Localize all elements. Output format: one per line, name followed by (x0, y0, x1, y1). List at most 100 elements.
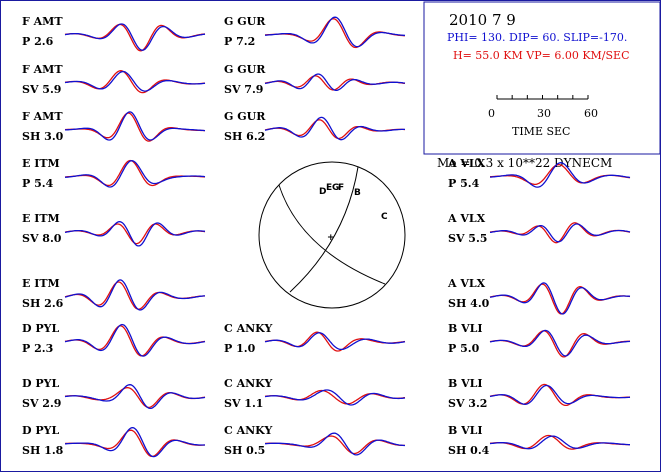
station-code: B VLI (448, 424, 483, 437)
beach-label-g: G (332, 183, 339, 193)
phase-amplitude: SV 2.9 (22, 397, 61, 410)
moment-prefix: Mo = (437, 156, 474, 170)
phase-amplitude: SH 0.5 (224, 444, 265, 457)
station-panel: B VLI P 5.0 (448, 322, 631, 358)
station-panel: F AMT P 2.6 (22, 15, 206, 52)
phase-amplitude: SH 2.6 (22, 297, 64, 310)
observed-trace (489, 329, 631, 357)
phase-amplitude: SV 7.9 (224, 83, 263, 96)
phase-amplitude: SV 1.1 (224, 397, 263, 410)
synthetic-trace (265, 435, 405, 455)
focal-sphere (258, 161, 406, 309)
station-panel: B VLI SH 0.4 (448, 424, 630, 457)
phase-amplitude: P 1.0 (224, 342, 256, 355)
station-code: E ITM (22, 277, 60, 290)
synthetic-trace (64, 325, 206, 357)
station-code: C ANKY (224, 424, 272, 437)
station-panel: D PYL P 2.3 (22, 322, 206, 357)
observed-trace (264, 116, 405, 141)
observed-trace (65, 111, 206, 141)
time-tick-30: 30 (537, 107, 551, 120)
synthetic-trace (489, 434, 630, 450)
observed-trace (64, 323, 206, 357)
phase-amplitude: P 5.4 (22, 177, 54, 190)
station-panel: F AMT SV 5.9 (22, 63, 206, 96)
synthetic-trace (64, 387, 206, 409)
station-panel: D PYL SH 1.8 (22, 424, 205, 458)
station-panel: G GUR P 7.2 (224, 15, 406, 49)
observed-trace (265, 432, 405, 456)
beach-label-e: E (326, 183, 332, 193)
phase-amplitude: P 5.4 (448, 177, 480, 190)
observed-trace (489, 435, 630, 450)
observed-trace (64, 23, 206, 51)
station-panel: E ITM P 5.4 (22, 157, 206, 190)
observed-trace (64, 70, 206, 92)
station-code: D PYL (22, 424, 59, 437)
time-tick-60: 60 (584, 107, 598, 120)
observed-trace (65, 427, 205, 458)
observed-trace (490, 162, 631, 188)
observed-trace (64, 384, 206, 410)
moment-value: 0.3 x 10**22 DYNECM (474, 156, 612, 170)
beach-label-b: B (354, 188, 361, 198)
observed-trace (64, 160, 206, 188)
station-code: E ITM (22, 212, 60, 225)
station-code: F AMT (22, 63, 63, 76)
station-code: E ITM (22, 157, 60, 170)
station-code: B VLI (448, 322, 483, 335)
station-panel: C ANKY P 1.0 (224, 322, 406, 355)
moment-label: Mo = 0.3 x 10**22 DYNECM (437, 156, 612, 170)
station-code: F AMT (22, 15, 63, 28)
station-panel: A VLX SV 5.5 (447, 212, 631, 245)
station-code: A VLX (447, 277, 486, 290)
station-panel: F AMT SH 3.0 (22, 110, 206, 143)
beach-label-c: C (381, 212, 388, 222)
phase-amplitude: P 2.6 (22, 35, 54, 48)
phase-amplitude: P 5.0 (448, 342, 480, 355)
phase-amplitude: P 7.2 (224, 35, 255, 48)
station-code: B VLI (448, 377, 483, 390)
beach-label-d: D (319, 187, 326, 197)
depth-velocity-text: H= 55.0 KM VP= 6.00 KM/SEC (453, 49, 630, 62)
observed-trace (265, 16, 406, 48)
station-traces: F AMT P 2.6 F AMT SV 5.9 F AMT SH 3.0 E ITM P 5… (22, 15, 631, 458)
station-panel: G GUR SH 6.2 (224, 110, 406, 143)
observed-trace (64, 279, 205, 311)
nodal-plane-2 (289, 166, 359, 293)
station-panel: C ANKY SV 1.1 (224, 377, 406, 410)
observed-trace (489, 223, 631, 243)
station-code: G GUR (224, 15, 266, 28)
station-code: C ANKY (224, 322, 272, 335)
phase-amplitude: SH 4.0 (448, 297, 490, 310)
station-code: G GUR (224, 63, 266, 76)
station-code: G GUR (224, 110, 266, 123)
phase-amplitude: SV 3.2 (448, 397, 487, 410)
station-code: C ANKY (224, 377, 272, 390)
station-panel: B VLI SV 3.2 (448, 377, 631, 410)
station-panel: G GUR SV 7.9 (224, 63, 406, 96)
phase-amplitude: SH 3.0 (22, 130, 64, 143)
station-code: F AMT (22, 110, 63, 123)
observed-trace (264, 389, 406, 406)
beach-center-plus: + (327, 233, 335, 243)
phase-amplitude: SH 6.2 (224, 130, 265, 143)
observed-trace (489, 282, 631, 315)
synthetic-trace (489, 383, 631, 407)
synthetic-trace (64, 159, 206, 187)
phase-amplitude: P 2.3 (22, 342, 53, 355)
time-axis-label: TIME SEC (512, 125, 570, 138)
phase-amplitude: SV 5.5 (448, 232, 487, 245)
station-panel: E ITM SH 2.6 (22, 277, 205, 311)
station-panel: A VLX P 5.4 (447, 157, 631, 190)
station-panel: C ANKY SH 0.5 (224, 424, 405, 457)
station-panel: D PYL SV 2.9 (22, 377, 206, 410)
station-code: D PYL (22, 322, 59, 335)
station-panel: A VLX SH 4.0 (447, 277, 631, 315)
phase-amplitude: SV 8.0 (22, 232, 62, 245)
observed-trace (489, 384, 631, 405)
focal-mechanism: D E G F B C + (258, 161, 406, 309)
nodal-plane-1 (278, 184, 386, 285)
